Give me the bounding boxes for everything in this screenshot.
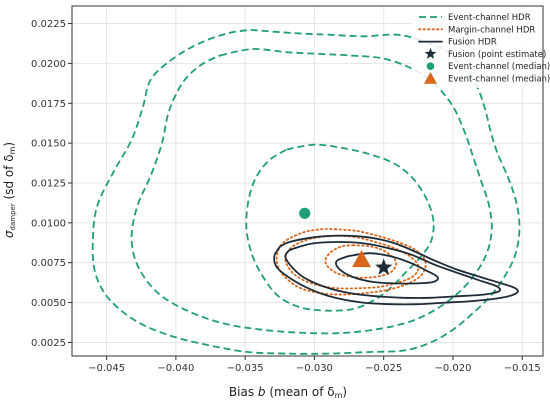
legend-label: Event-channel (median)	[448, 62, 550, 72]
event-channel-median-marker	[299, 207, 311, 219]
legend-item: Event-channel HDR	[419, 13, 531, 23]
legend: Event-channel HDR Margin-channel HDR Fusio…	[412, 8, 550, 88]
legend-triangle-swatch	[423, 71, 438, 84]
fusion-point-estimate-marker	[375, 258, 393, 275]
legend-label: Fusion (point estimate)	[448, 50, 546, 60]
event-channel-hdrinner-contour	[245, 143, 435, 312]
x-tick-label: −0.030	[296, 363, 333, 374]
margin-channel-hdrinner-contour	[324, 244, 398, 279]
event-channel-hdrmiddle-contour	[130, 48, 493, 335]
x-tick-label: −0.025	[365, 363, 402, 374]
y-tick-label: 0.0125	[31, 178, 66, 189]
y-tick-label: 0.0200	[31, 59, 66, 70]
point-markers	[299, 207, 393, 275]
fusion-hdrmiddle-contour	[284, 241, 502, 299]
legend-item: Event-channel (median)	[423, 71, 550, 85]
legend-item: Fusion (point estimate)	[424, 47, 546, 60]
x-tick-label: −0.040	[157, 363, 194, 374]
legend-item: Event-channel (median)	[426, 62, 550, 72]
y-tick-label: 0.0175	[31, 99, 66, 110]
legend-star-swatch	[424, 47, 437, 59]
y-axis-label: σdamper (sd of δm)	[2, 142, 17, 238]
grid	[72, 6, 543, 356]
legend-item: Margin-channel HDR	[418, 25, 535, 35]
margin-channel-median-marker	[352, 250, 371, 268]
fusion-hdrinner-contour	[335, 252, 439, 285]
legend-frame	[412, 8, 542, 88]
x-tick-label: −0.015	[504, 363, 541, 374]
y-tick-label: 0.0050	[31, 298, 66, 309]
x-tick-label: −0.045	[88, 363, 125, 374]
legend-label: Event-channel (median)	[448, 75, 550, 85]
y-tick-label: 0.0100	[31, 218, 66, 229]
y-tick-label: 0.0225	[31, 19, 66, 30]
fusion-hdrouter-contour	[273, 234, 519, 306]
legend-label: Fusion HDR	[448, 38, 497, 48]
legend-circle-swatch	[426, 62, 435, 71]
y-tick-label: 0.0075	[31, 258, 66, 269]
legend-label: Event-channel HDR	[448, 13, 531, 23]
contour-lines	[91, 29, 521, 355]
x-tick-label: −0.020	[434, 363, 471, 374]
y-tick-label: 0.0025	[31, 338, 66, 349]
x-axis-label: Bias b (mean of δm)	[229, 385, 347, 400]
legend-item: Fusion HDR	[418, 38, 497, 48]
x-tick-label: −0.035	[227, 363, 264, 374]
y-tick-label: 0.0150	[31, 139, 66, 150]
plot-frame	[71, 5, 544, 357]
y-axis-ticks: 0.0025 0.0050 0.0075 0.0100 0.0125 0.0150 0.01…	[31, 19, 72, 349]
x-axis-ticks: −0.045 −0.040 −0.035 −0.030 −0.025 −0.020 −0.0…	[88, 356, 541, 374]
legend-label: Margin-channel HDR	[448, 25, 535, 35]
